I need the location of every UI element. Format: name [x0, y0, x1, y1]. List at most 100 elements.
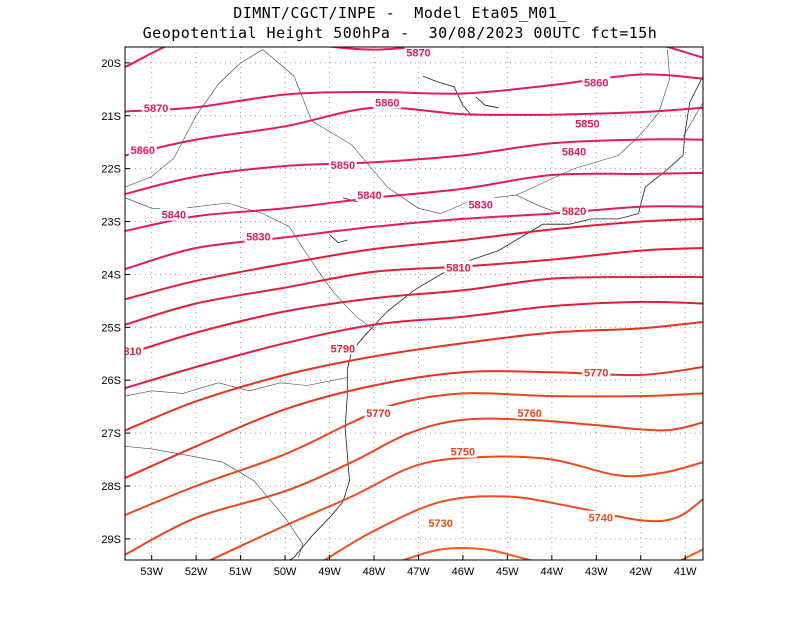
contour-label-bg [560, 203, 589, 217]
contour-label-bg [466, 197, 495, 211]
reservoir [422, 75, 473, 117]
contour-5720 [679, 548, 703, 560]
contour-label-bg [582, 365, 611, 379]
reservoir [475, 96, 499, 109]
y-tick-label: 29S [101, 534, 121, 546]
y-tick-label: 22S [101, 164, 121, 176]
contour-5760 [125, 392, 703, 516]
y-tick-label: 25S [101, 322, 121, 334]
contour-label-bg [328, 157, 357, 171]
contour-label: 5870 [406, 47, 430, 59]
x-tick-label: 43W [585, 566, 608, 578]
contour-label-bg [586, 510, 615, 524]
contour-label-bg [448, 444, 477, 458]
x-tick-label: 52W [185, 566, 208, 578]
contour-5850 [125, 138, 703, 195]
contour-5790 [125, 300, 703, 390]
contour-label-bg [373, 95, 402, 109]
x-tick-label: 50W [274, 566, 297, 578]
contour-label: 5770 [584, 367, 608, 379]
contour-label-bg [128, 143, 157, 157]
contour-label-bg [426, 515, 455, 529]
contour-label: 5850 [575, 119, 599, 131]
x-tick-label: 42W [629, 566, 652, 578]
y-tick-label: 27S [101, 428, 121, 440]
y-tick-label: 21S [101, 111, 121, 123]
contour-5830 [125, 205, 703, 271]
y-tick-label: 26S [101, 375, 121, 387]
state-border [125, 377, 348, 397]
contour-label-bg [159, 207, 188, 221]
contour-label: 5860 [584, 77, 608, 89]
contour-label-bg [355, 188, 384, 202]
y-tick-label: 28S [101, 481, 121, 493]
contour-label-bg [515, 405, 544, 419]
contour-label-bg [125, 344, 144, 358]
x-tick-label: 53W [140, 566, 163, 578]
contour-label: 5730 [428, 518, 452, 530]
axis-ticks: 53W 52W 51W 50W 49W 48W 47W 46W 45W 44W 43W 42W 41W 2… [101, 58, 697, 578]
x-tick-label: 51W [229, 566, 252, 578]
contour-lines [125, 47, 703, 560]
x-tick-label: 44W [541, 566, 564, 578]
contour-label: 5860 [375, 98, 399, 110]
contour-label: 5820 [562, 206, 586, 218]
contour-5750 [125, 417, 703, 556]
contour-label-bg [142, 100, 171, 114]
plot-frame [124, 46, 704, 561]
contour-label: 5870 [144, 103, 168, 115]
contour-5720 [400, 546, 535, 560]
contour-label-bg [560, 144, 589, 158]
state-border [125, 49, 263, 188]
contour-5860 [125, 106, 703, 157]
x-tick-label: 41W [674, 566, 697, 578]
contour-label-bg [444, 260, 473, 274]
contour-label-bg [364, 405, 393, 419]
chart-title-line-1: DIMNT/CGCT/INPE - Model Eta05_M01_ [233, 4, 567, 22]
contour-label: 5790 [331, 343, 355, 355]
state-border [516, 49, 671, 196]
contour-label: 5810 [446, 263, 470, 275]
contour-5870 [125, 73, 703, 113]
contour-label: 5840 [162, 210, 186, 222]
y-tick-label: 20S [101, 58, 121, 70]
contour-label: 5840 [357, 190, 381, 202]
contour-label-bg [244, 229, 273, 243]
contour-label: 5840 [562, 147, 586, 159]
contour-label: 5830 [468, 200, 492, 212]
contour-label: 5810 [117, 346, 141, 358]
contour-5780 [125, 321, 703, 432]
contour-label-bg [582, 75, 611, 89]
y-tick-label: 23S [101, 217, 121, 229]
contour-5840 [125, 171, 703, 232]
contour-5800 [125, 275, 703, 356]
contour-5730 [322, 495, 703, 560]
state-border [262, 49, 561, 214]
coastline [288, 75, 703, 560]
contour-label-bg [573, 116, 602, 130]
geography-layer [125, 49, 703, 560]
chart-title-line-2: Geopotential Height 500hPa - 30/08/2023 … [142, 24, 658, 42]
contour-label: 5830 [246, 231, 270, 243]
x-tick-label: 48W [363, 566, 386, 578]
contour-label: 5860 [131, 145, 155, 157]
x-tick-label: 45W [496, 566, 519, 578]
contour-5770 [125, 366, 703, 479]
y-tick-label: 24S [101, 269, 121, 281]
contour-5810 [125, 247, 703, 326]
x-tick-label: 49W [318, 566, 341, 578]
x-tick-label: 47W [407, 566, 430, 578]
contour-label: 5770 [366, 408, 390, 420]
contour-label: 5850 [331, 160, 355, 172]
contour-5820 [125, 217, 703, 301]
reservoir [329, 234, 348, 244]
contour-5740 [208, 455, 703, 560]
x-tick-label: 46W [452, 566, 475, 578]
contour-label-bg [328, 341, 357, 355]
contour-label: 5740 [588, 513, 612, 525]
contour-label: 5750 [451, 447, 475, 459]
contour-labels: 5870 5870 5860 5860 5860 5850 5850 5840 5840 5840… [117, 47, 615, 530]
contour-label: 5760 [517, 408, 541, 420]
contour-label-bg [404, 47, 433, 59]
